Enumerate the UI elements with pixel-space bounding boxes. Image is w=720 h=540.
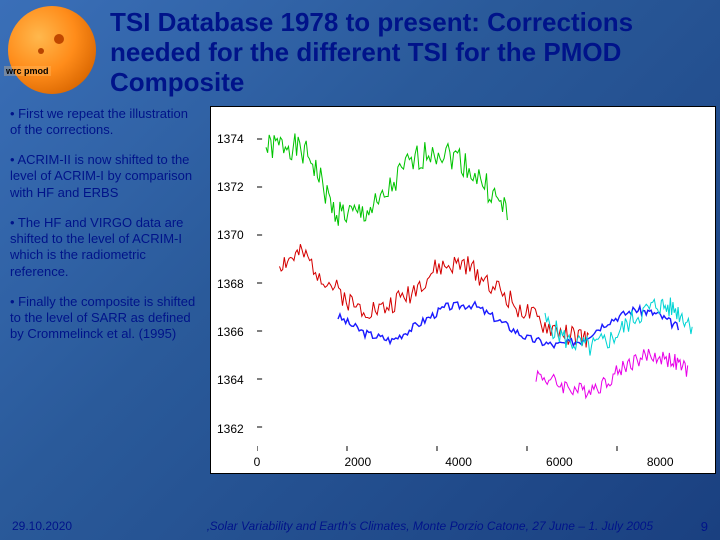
main-content: • First we repeat the illustra­tion of t… xyxy=(0,100,720,474)
bullet-item: • ACRIM-II is now shifted to the level o… xyxy=(10,152,202,201)
footer-page-number: 9 xyxy=(678,519,708,534)
y-tick-label: 1368 xyxy=(217,277,244,291)
x-tick-label: 0 xyxy=(254,455,261,469)
chart-plot-area xyxy=(257,115,707,451)
tsi-chart: 1362 1364 1366 1368 1370 1372 1374 0 2000 4000 600… xyxy=(210,106,716,474)
x-tick-label: 4000 xyxy=(445,455,472,469)
x-tick-label: 2000 xyxy=(344,455,371,469)
footer-caption: ‚Solar Variability and Earth's Climates,… xyxy=(182,519,678,533)
x-tick-label: 8000 xyxy=(647,455,674,469)
series-acrim-iii xyxy=(536,349,688,398)
y-tick-label: 1370 xyxy=(217,228,244,242)
y-tick-label: 1366 xyxy=(217,325,244,339)
sun-logo: wrc pmod xyxy=(8,6,96,94)
series-acrim-i-ii xyxy=(280,244,589,347)
footer: 29.10.2020 ‚Solar Variability and Earth'… xyxy=(0,512,720,540)
bullet-item: • The HF and VIRGO data are shifted to t… xyxy=(10,215,202,280)
bullet-list: • First we repeat the illustra­tion of t… xyxy=(10,106,210,474)
y-tick-label: 1374 xyxy=(217,132,244,146)
footer-date: 29.10.2020 xyxy=(12,519,182,533)
series-hf xyxy=(266,133,507,225)
bullet-item: • Finally the composite is shifted to th… xyxy=(10,294,202,343)
y-tick-label: 1372 xyxy=(217,180,244,194)
x-tick-label: 6000 xyxy=(546,455,573,469)
series-virgo xyxy=(545,297,692,355)
page-title: TSI Database 1978 to present: Correction… xyxy=(96,6,708,98)
y-tick-label: 1364 xyxy=(217,373,244,387)
bullet-item: • First we repeat the illustra­tion of t… xyxy=(10,106,202,139)
header: wrc pmod TSI Database 1978 to present: C… xyxy=(0,0,720,100)
y-tick-label: 1362 xyxy=(217,422,244,436)
logo-text: wrc pmod xyxy=(4,66,51,76)
